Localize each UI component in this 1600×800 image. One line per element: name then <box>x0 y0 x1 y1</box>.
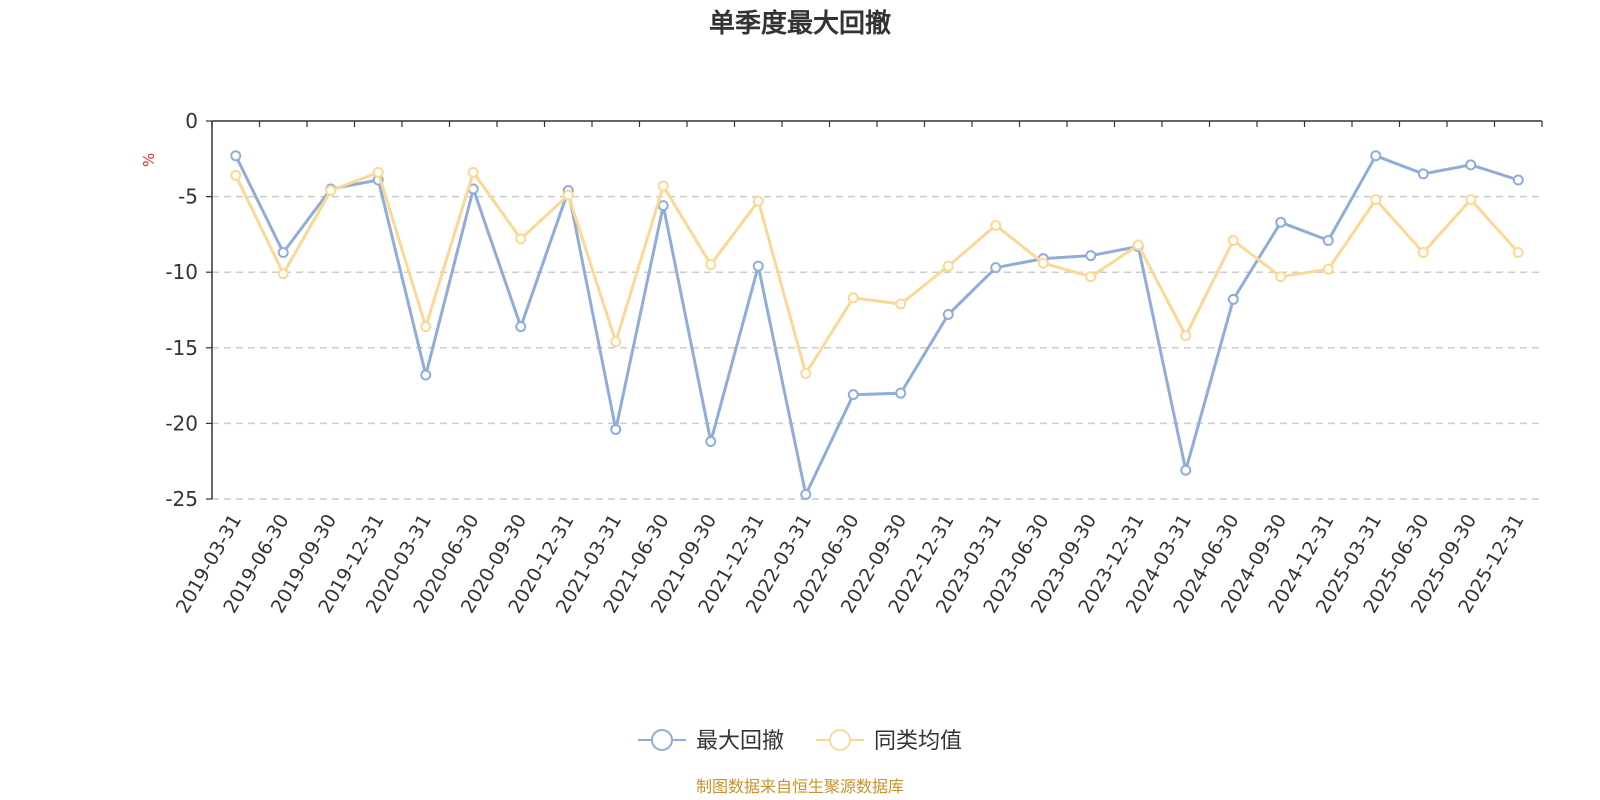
axes: 0-5-10-15-20-252019-03-312019-06-302019-… <box>165 109 1543 617</box>
y-tick-label: 0 <box>185 109 198 133</box>
legend[interactable]: 最大回撤 同类均值 <box>638 729 962 754</box>
data-point[interactable] <box>1417 168 1429 180</box>
data-point[interactable] <box>942 309 954 321</box>
data-point[interactable] <box>1275 216 1287 228</box>
data-point[interactable] <box>372 166 384 178</box>
data-point[interactable] <box>1275 271 1287 283</box>
data-point[interactable] <box>847 292 859 304</box>
data-point[interactable] <box>1322 263 1334 275</box>
data-point[interactable] <box>1180 330 1192 342</box>
data-point[interactable] <box>610 336 622 348</box>
source-note: 制图数据来自恒生聚源数据库 <box>696 777 904 796</box>
data-point[interactable] <box>847 389 859 401</box>
y-tick-label: -15 <box>165 336 198 360</box>
data-point[interactable] <box>1132 239 1144 251</box>
data-point[interactable] <box>515 321 527 333</box>
data-point[interactable] <box>277 247 289 259</box>
data-point[interactable] <box>800 368 812 380</box>
data-point[interactable] <box>942 260 954 272</box>
data-point[interactable] <box>705 436 717 448</box>
data-point[interactable] <box>705 259 717 271</box>
legend-marker-icon <box>829 729 851 751</box>
grid-lines <box>212 195 1542 500</box>
data-point[interactable] <box>657 200 669 212</box>
legend-label: 最大回撤 <box>696 729 784 754</box>
series-0 <box>230 150 1524 500</box>
legend-label: 同类均值 <box>874 729 962 754</box>
data-point[interactable] <box>420 321 432 333</box>
legend-marker-icon <box>651 729 673 751</box>
legend-item[interactable]: 同类均值 <box>816 729 962 754</box>
data-point[interactable] <box>1370 194 1382 206</box>
data-point[interactable] <box>1512 247 1524 259</box>
data-point[interactable] <box>1037 257 1049 269</box>
data-point[interactable] <box>467 166 479 178</box>
data-point[interactable] <box>1465 194 1477 206</box>
data-point[interactable] <box>515 233 527 245</box>
y-tick-label: -20 <box>165 411 198 435</box>
data-point[interactable] <box>420 369 432 381</box>
data-point[interactable] <box>277 268 289 280</box>
series-lines <box>230 150 1524 500</box>
data-point[interactable] <box>657 180 669 192</box>
data-point[interactable] <box>895 298 907 310</box>
data-point[interactable] <box>1085 271 1097 283</box>
data-point[interactable] <box>752 260 764 272</box>
data-point[interactable] <box>1085 250 1097 262</box>
data-point[interactable] <box>1465 159 1477 171</box>
series-line <box>234 170 1520 375</box>
data-point[interactable] <box>1227 234 1239 246</box>
data-point[interactable] <box>895 387 907 399</box>
chart-title: 单季度最大回撤 <box>709 8 891 39</box>
data-point[interactable] <box>230 169 242 181</box>
data-point[interactable] <box>1322 234 1334 246</box>
data-point[interactable] <box>1417 247 1429 259</box>
data-point[interactable] <box>230 150 242 162</box>
data-point[interactable] <box>990 219 1002 231</box>
series-1 <box>230 166 1524 380</box>
data-point[interactable] <box>1512 174 1524 186</box>
data-point[interactable] <box>1370 150 1382 162</box>
y-tick-label: -25 <box>165 487 198 511</box>
y-tick-label: -10 <box>165 260 198 284</box>
data-point[interactable] <box>610 423 622 435</box>
data-point[interactable] <box>752 195 764 207</box>
y-axis-label: % <box>140 153 158 167</box>
y-tick-label: -5 <box>178 185 198 209</box>
data-point[interactable] <box>990 262 1002 274</box>
data-point[interactable] <box>800 488 812 500</box>
data-point[interactable] <box>562 189 574 201</box>
series-line <box>234 154 1519 496</box>
legend-item[interactable]: 最大回撤 <box>638 729 784 754</box>
data-point[interactable] <box>1227 293 1239 305</box>
data-point[interactable] <box>325 185 337 197</box>
data-point[interactable] <box>1180 464 1192 476</box>
